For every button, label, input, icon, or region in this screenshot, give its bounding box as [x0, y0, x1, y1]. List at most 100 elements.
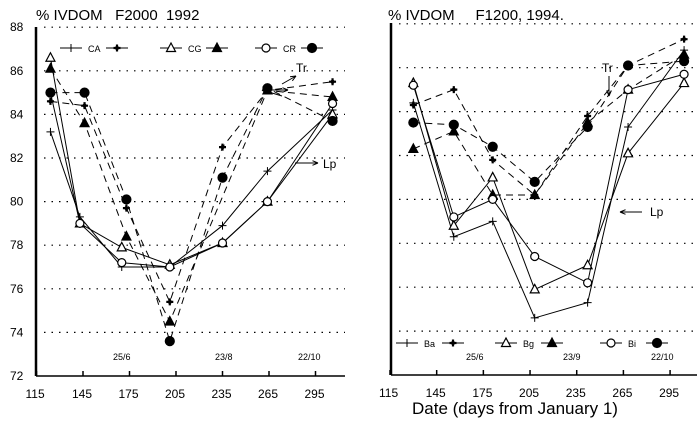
- plus-filled-marker: [451, 87, 456, 92]
- circle-filled-marker: [327, 115, 338, 127]
- right-date-label: 23/9: [563, 352, 581, 362]
- right-date-label: 22/10: [651, 352, 674, 362]
- plus-filled-marker: [330, 79, 335, 84]
- triangle-open-marker: [622, 147, 634, 158]
- circle-filled-marker: [529, 176, 540, 187]
- circle-filled-marker: [651, 337, 663, 349]
- triangle-open-marker: [582, 258, 594, 270]
- circle-open-marker: [583, 278, 593, 288]
- left-y-tick-label: 86: [10, 64, 24, 78]
- triangle-filled-marker: [546, 336, 558, 348]
- triangle-filled-marker: [44, 62, 56, 73]
- circle-open-marker: [262, 197, 273, 207]
- right-date-label: 25/6: [466, 352, 484, 362]
- left-chart-title: % IVDOM F2000 1992: [36, 7, 199, 24]
- triangle-filled-marker: [120, 230, 132, 241]
- left-legend-label: CG: [188, 44, 202, 54]
- plus-marker: [218, 221, 227, 230]
- circle-filled-marker: [217, 172, 228, 183]
- left-y-tick-label: 78: [10, 238, 24, 252]
- plus-filled-marker: [585, 113, 590, 118]
- triangle-filled-marker: [407, 142, 419, 154]
- circle-filled-marker: [306, 42, 318, 54]
- circle-filled-marker: [622, 60, 634, 71]
- triangle-open-marker: [448, 219, 460, 230]
- triangle-open-marker: [487, 171, 499, 182]
- circle-filled-marker: [79, 87, 90, 98]
- right-annotation-tr: Tr: [602, 61, 613, 75]
- circle-filled-marker: [487, 141, 498, 152]
- left-date-label: 22/10: [298, 352, 321, 362]
- triangle-filled-marker: [529, 188, 541, 200]
- circle-open-marker: [217, 238, 228, 248]
- left-arrowhead: [282, 87, 289, 93]
- right-series-line: [413, 38, 685, 196]
- right-series-line: [412, 82, 685, 291]
- circle-open-marker: [679, 69, 689, 79]
- circle-open-marker: [117, 258, 127, 268]
- left-date-label: 23/8: [215, 352, 233, 362]
- triangle-open-marker: [500, 336, 512, 348]
- left-x-tick-label: 115: [26, 387, 45, 401]
- plus-marker: [263, 167, 272, 176]
- circle-filled-marker: [121, 194, 132, 205]
- plus-marker: [67, 44, 75, 52]
- right-chart: [389, 23, 697, 376]
- right-legend-label: Ba: [424, 339, 435, 349]
- circle-open-marker: [488, 194, 498, 204]
- circle-filled-marker: [408, 117, 419, 128]
- right-legend-label: Bi: [628, 339, 636, 349]
- triangle-open-marker: [44, 51, 56, 62]
- left-series-line: [49, 92, 333, 268]
- right-arrowhead: [619, 209, 626, 215]
- left-y-tick-label: 84: [10, 107, 24, 121]
- triangle-open-marker: [165, 41, 177, 53]
- left-series-line: [49, 57, 333, 266]
- circle-open-marker: [623, 85, 633, 95]
- left-y-tick-label: 72: [10, 369, 24, 383]
- left-annotation-tr: Tr: [296, 61, 307, 75]
- plus-marker: [530, 313, 539, 322]
- circle-open-marker: [606, 338, 616, 348]
- left-y-tick-label: 76: [10, 282, 24, 296]
- left-series-line: [50, 87, 333, 343]
- circle-open-marker: [408, 80, 418, 90]
- triangle-filled-marker: [211, 41, 223, 53]
- left-annotation-lp: Lp: [323, 157, 337, 171]
- circle-open-marker: [327, 98, 338, 109]
- triangle-open-marker: [678, 76, 690, 88]
- plus-filled-marker: [411, 103, 416, 108]
- left-annotation-arrow: [261, 89, 283, 97]
- plus-filled-marker: [490, 157, 495, 162]
- left-date-label: 25/6: [113, 352, 131, 362]
- left-series-line: [50, 68, 333, 323]
- plus-marker: [488, 217, 497, 226]
- left-y-tick-label: 82: [10, 151, 24, 165]
- right-annotation-lp: Lp: [650, 205, 664, 219]
- circle-filled-marker: [164, 336, 175, 347]
- right-x-tick-label: 265: [612, 386, 632, 400]
- plus-filled-marker: [124, 206, 129, 211]
- circle-filled-marker: [45, 87, 56, 98]
- plus-filled-marker: [682, 37, 687, 42]
- triangle-filled-marker: [79, 116, 91, 128]
- left-y-tick-label: 80: [10, 195, 24, 209]
- plus-marker: [449, 232, 458, 241]
- left-x-tick-label: 235: [212, 387, 232, 401]
- circle-open-marker: [75, 218, 85, 228]
- circle-filled-marker: [448, 119, 459, 130]
- left-x-tick-label: 205: [165, 387, 185, 401]
- plus-marker: [403, 339, 411, 347]
- left-arrowhead: [312, 160, 319, 166]
- triangle-open-marker: [529, 283, 541, 294]
- right-legend-label: Bg: [523, 339, 534, 349]
- right-x-tick-label: 235: [566, 386, 586, 400]
- left-arrowhead: [289, 75, 297, 82]
- left-legend-label: CR: [283, 44, 296, 54]
- plus-filled-marker: [115, 46, 119, 50]
- right-x-tick-label: 295: [659, 386, 679, 400]
- plus-marker: [46, 127, 55, 136]
- circle-open-marker: [449, 212, 459, 222]
- left-y-tick-label: 74: [10, 325, 24, 339]
